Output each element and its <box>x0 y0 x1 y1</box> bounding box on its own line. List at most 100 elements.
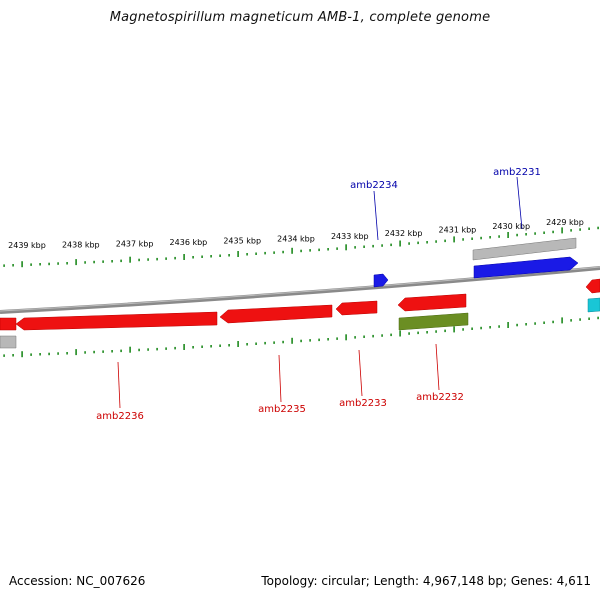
upper-tick <box>471 237 473 240</box>
ruler-label: 2430 kbp <box>492 222 530 231</box>
lower-tick <box>363 335 365 338</box>
lower-tick <box>228 344 230 347</box>
lower-tick <box>300 339 302 343</box>
upper-tick <box>417 241 419 245</box>
gene-arrow-amb2231[interactable] <box>473 256 579 279</box>
gene-arrow-amb2234[interactable] <box>373 273 389 288</box>
lower-tick <box>372 334 374 338</box>
upper-tick <box>165 257 167 260</box>
lower-tick <box>480 326 482 330</box>
upper-tick <box>111 260 113 263</box>
upper-tick <box>300 249 302 253</box>
gene-bar-cyan-right <box>587 297 600 313</box>
upper-tick <box>435 240 437 243</box>
gene-arrow-amb2233[interactable] <box>335 300 378 316</box>
lower-tick <box>30 353 32 356</box>
upper-tick <box>264 251 266 255</box>
upper-tick <box>174 256 176 260</box>
upper-tick <box>84 261 86 264</box>
lower-tick <box>579 318 581 321</box>
gene-label-amb2235: amb2235 <box>258 404 306 415</box>
lower-tick <box>12 354 14 357</box>
upper-tick <box>525 233 527 236</box>
gene-bar-red-left <box>0 317 17 331</box>
upper-tick <box>102 260 104 263</box>
lower-tick <box>516 323 518 327</box>
upper-tick <box>57 262 59 265</box>
upper-tick <box>291 247 293 254</box>
lower-tick <box>444 329 446 333</box>
gene-label-amb2233: amb2233 <box>339 398 387 409</box>
upper-tick <box>183 254 185 260</box>
gene-bar-olive <box>398 312 469 331</box>
ruler-label: 2431 kbp <box>439 226 477 235</box>
lower-tick <box>111 350 113 353</box>
lower-tick <box>255 342 257 345</box>
gene-label-amb2232: amb2232 <box>416 392 464 403</box>
upper-tick <box>597 226 599 230</box>
upper-tick <box>309 249 311 252</box>
upper-tick <box>534 232 536 235</box>
lower-tick <box>183 344 185 350</box>
gene-arrow-red-right <box>585 278 600 294</box>
upper-tick <box>21 261 23 268</box>
lower-tick <box>552 320 554 324</box>
gene-label-amb2234: amb2234 <box>350 180 398 191</box>
gene-arrow-amb2235[interactable] <box>219 304 333 324</box>
ruler-label: 2433 kbp <box>331 232 369 241</box>
upper-tick <box>219 254 221 257</box>
upper-tick <box>480 236 482 240</box>
upper-tick <box>408 242 410 245</box>
upper-tick <box>273 251 275 254</box>
upper-tick <box>39 263 41 266</box>
gene-arrow-amb2236[interactable] <box>15 311 218 331</box>
upper-tick <box>453 236 455 243</box>
upper-tick <box>489 236 491 239</box>
lower-tick <box>345 334 347 341</box>
accession-text: Accession: NC_007626 <box>9 574 146 588</box>
upper-tick <box>336 247 338 250</box>
lower-tick <box>381 334 383 337</box>
lower-tick <box>48 352 50 356</box>
lower-tick <box>246 343 248 346</box>
upper-tick <box>3 264 5 267</box>
lower-tick <box>525 323 527 326</box>
upper-tick <box>345 244 347 251</box>
lower-tick <box>21 351 23 358</box>
lower-tick <box>291 337 293 344</box>
upper-tick <box>363 245 365 248</box>
lower-tick <box>489 326 491 329</box>
lower-tick <box>543 321 545 324</box>
ruler-label: 2439 kbp <box>8 241 46 250</box>
upper-tick <box>255 252 257 255</box>
upper-tick <box>552 230 554 234</box>
gene-arrow-amb2232[interactable] <box>397 293 467 312</box>
lower-tick <box>282 340 284 344</box>
lower-tick <box>336 337 338 340</box>
topology-summary: Topology: circular; Length: 4,967,148 bp… <box>261 574 591 588</box>
upper-tick <box>30 263 32 266</box>
callout-line-amb2231 <box>516 176 523 230</box>
upper-tick <box>129 256 131 263</box>
lower-tick <box>534 322 536 325</box>
upper-tick <box>444 239 446 243</box>
lower-tick <box>66 352 68 355</box>
upper-tick <box>372 244 374 248</box>
upper-tick <box>48 262 50 266</box>
gene-bar-grey-left <box>0 335 17 349</box>
lower-tick <box>417 331 419 335</box>
lower-tick <box>165 347 167 350</box>
upper-tick <box>246 253 248 256</box>
lower-tick <box>471 327 473 330</box>
lower-tick <box>435 330 437 333</box>
lower-tick <box>210 345 212 348</box>
callout-line-amb2235 <box>278 354 282 403</box>
lower-tick <box>201 345 203 348</box>
lower-tick <box>597 316 599 320</box>
upper-tick <box>147 258 149 261</box>
lower-tick <box>327 338 329 341</box>
upper-tick <box>156 257 158 261</box>
upper-tick <box>570 229 572 232</box>
callout-line-amb2233 <box>358 349 363 397</box>
